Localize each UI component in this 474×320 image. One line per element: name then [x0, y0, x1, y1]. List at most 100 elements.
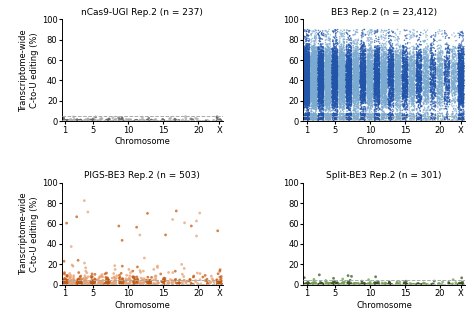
Point [427, 88, 434, 93]
Point [307, 99, 315, 104]
Point [415, 61, 422, 66]
Point [380, 104, 387, 109]
Point [309, 65, 316, 70]
Point [428, 81, 436, 86]
Point [301, 52, 308, 57]
Point [437, 68, 445, 73]
Point [344, 80, 351, 85]
Point [328, 95, 336, 100]
Point [346, 59, 353, 64]
Point [325, 58, 332, 63]
Point [311, 85, 319, 90]
Point [303, 100, 310, 105]
Point [317, 83, 324, 88]
Point [371, 115, 379, 120]
Point [457, 73, 465, 78]
Point [302, 61, 310, 67]
Point [334, 67, 342, 72]
Point [349, 82, 357, 87]
Point [317, 60, 325, 65]
Point [301, 68, 308, 74]
Point [302, 60, 310, 65]
Point [406, 68, 414, 73]
Point [337, 75, 345, 80]
Point [318, 59, 326, 64]
Point [394, 63, 402, 68]
Point [366, 85, 374, 90]
Point [428, 105, 436, 110]
Point [337, 69, 344, 74]
Point [315, 74, 322, 79]
Point [340, 88, 347, 93]
Point [311, 70, 319, 75]
Point [381, 86, 389, 91]
Point [326, 88, 333, 93]
Point [325, 75, 333, 80]
Point [304, 100, 312, 105]
Point [304, 88, 312, 93]
Point [438, 61, 446, 66]
Point [322, 74, 330, 79]
Point [306, 68, 313, 73]
Point [457, 98, 465, 103]
Point [452, 112, 459, 117]
Point [458, 83, 465, 88]
Point [344, 77, 352, 82]
Point [365, 114, 373, 119]
Point [318, 119, 325, 124]
Point [413, 78, 420, 83]
Point [331, 84, 339, 89]
Point [330, 106, 338, 111]
Point [337, 94, 345, 99]
Point [385, 115, 392, 120]
Point [322, 103, 329, 108]
Point [420, 116, 428, 121]
Point [350, 78, 357, 83]
Point [355, 76, 363, 81]
Point [403, 80, 411, 85]
Point [400, 51, 407, 56]
Point [450, 82, 457, 87]
Point [386, 87, 393, 92]
Point [414, 66, 421, 71]
Point [355, 103, 362, 108]
Point [382, 77, 389, 82]
Point [413, 83, 421, 88]
Point [347, 72, 355, 77]
Point [343, 64, 351, 69]
Point [322, 81, 330, 86]
Point [436, 82, 443, 87]
Point [357, 60, 365, 66]
Point [448, 81, 456, 86]
Point [455, 95, 463, 100]
Point [458, 85, 465, 90]
Point [301, 50, 308, 55]
Point [364, 85, 371, 91]
Point [301, 44, 308, 50]
Point [432, 72, 439, 77]
Point [310, 71, 318, 76]
Point [305, 72, 312, 77]
Point [336, 52, 343, 57]
Point [318, 69, 326, 75]
Point [434, 55, 441, 60]
Point [433, 94, 441, 99]
Point [375, 91, 383, 96]
Point [365, 82, 373, 87]
Point [404, 81, 411, 86]
Point [452, 77, 459, 82]
Point [431, 75, 439, 80]
Point [309, 71, 316, 76]
Point [413, 59, 421, 64]
Point [367, 92, 375, 97]
Point [390, 94, 398, 99]
Point [414, 116, 422, 121]
Point [344, 68, 351, 73]
Point [355, 100, 362, 106]
Point [418, 65, 425, 70]
Point [361, 75, 369, 80]
Point [323, 76, 331, 82]
Point [313, 113, 320, 118]
Point [398, 65, 406, 70]
Point [385, 76, 392, 82]
